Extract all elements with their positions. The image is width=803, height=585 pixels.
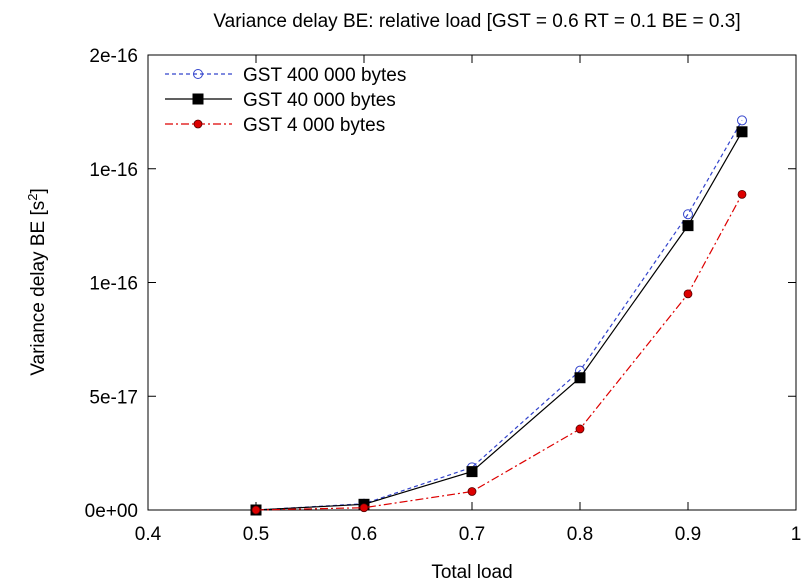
- series-2: [251, 189, 747, 515]
- y-tick-label: 1e-16: [89, 274, 138, 295]
- data-point: [683, 289, 693, 299]
- series-line: [255, 131, 743, 511]
- data-point: [737, 189, 747, 199]
- series-1: [250, 126, 748, 516]
- chart-title: Variance delay BE: relative load [GST = …: [213, 11, 740, 32]
- y-axis-title-main: Variance delay BE [s: [28, 201, 49, 376]
- x-tick-label: 1: [791, 524, 802, 545]
- series-line: [255, 120, 743, 511]
- legend: GST 400 000 bytes GST 40 000 bytes GST 4 0…: [165, 65, 406, 136]
- legend-item: GST 40 000 bytes: [165, 90, 396, 111]
- x-tick-label: 0.7: [459, 524, 485, 545]
- data-point: [574, 372, 586, 384]
- legend-marker: [193, 69, 203, 79]
- data-point: [467, 487, 477, 496]
- data-point: [682, 220, 694, 232]
- x-tick-label: 0.6: [351, 524, 377, 545]
- data-point: [359, 503, 369, 513]
- data-point: [737, 115, 747, 126]
- y-axis: 0e+00 5e-17 1e-16 1e-16 2e-16: [85, 46, 796, 522]
- legend-marker: [192, 93, 204, 105]
- data-point: [251, 505, 261, 515]
- legend-item: GST 4 000 bytes: [165, 115, 385, 136]
- x-tick-label: 0.5: [243, 524, 269, 545]
- series-0: [251, 115, 747, 515]
- legend-marker: [193, 119, 203, 129]
- legend-label: GST 40 000 bytes: [243, 90, 396, 111]
- y-tick-label: 0e+00: [85, 501, 138, 522]
- x-tick-label: 0.8: [567, 524, 593, 545]
- data-point: [736, 126, 748, 138]
- legend-item: GST 400 000 bytes: [165, 65, 406, 86]
- series-line: [255, 194, 743, 511]
- series-layer: [250, 115, 748, 516]
- data-point: [466, 466, 478, 478]
- legend-label: GST 4 000 bytes: [243, 115, 385, 136]
- y-tick-label: 2e-16: [89, 46, 138, 67]
- x-axis-title: Total load: [431, 562, 512, 583]
- y-axis-title: Variance delay BE [s2]: [25, 188, 49, 375]
- y-tick-label: 5e-17: [89, 387, 138, 408]
- x-tick-label: 0.9: [675, 524, 701, 545]
- legend-label: GST 400 000 bytes: [243, 65, 406, 86]
- data-point: [575, 424, 585, 434]
- y-axis-title-sup: 2: [25, 194, 40, 201]
- x-tick-label: 0.4: [135, 524, 162, 545]
- y-tick-label: 1e-16: [89, 160, 138, 181]
- y-axis-title-close: ]: [28, 188, 49, 193]
- data-point: [683, 209, 693, 220]
- x-axis: 0.4 0.5 0.6 0.7 0.8 0.9 1: [135, 55, 802, 545]
